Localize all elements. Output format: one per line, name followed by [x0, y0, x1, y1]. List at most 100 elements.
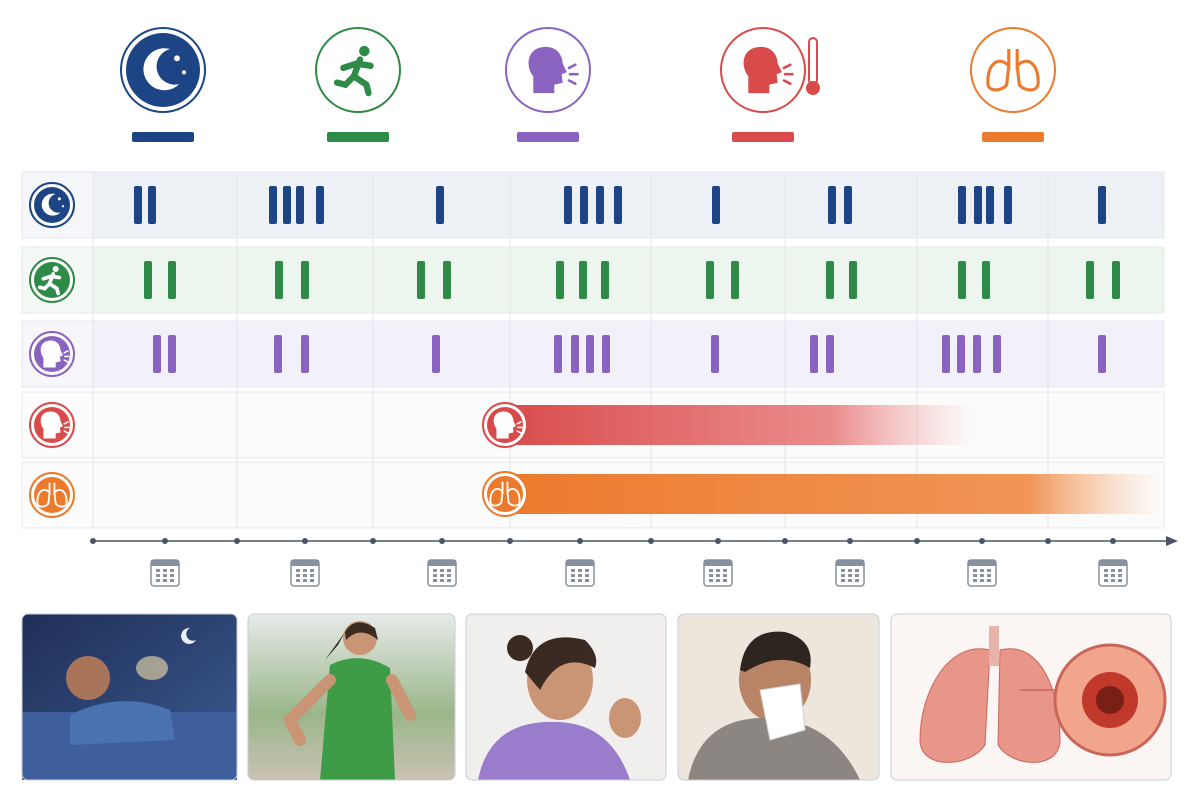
calendar-top	[291, 560, 319, 566]
trachea	[989, 626, 999, 666]
calendar-day	[170, 574, 174, 577]
event-tick	[711, 335, 719, 373]
calendar-day	[571, 574, 575, 577]
calendar-day	[433, 579, 437, 582]
runner-shirt	[320, 658, 395, 780]
axis-dot	[162, 538, 168, 544]
calendar-top	[566, 560, 594, 566]
calendar-day	[156, 579, 160, 582]
calendar-day	[716, 579, 720, 582]
icon-glyph	[40, 411, 70, 439]
event-tick	[554, 335, 562, 373]
calendar-day	[709, 574, 713, 577]
runner-arms	[282, 674, 416, 746]
calendar-top	[968, 560, 996, 566]
calendar-top	[151, 560, 179, 566]
calendar-day	[848, 579, 852, 582]
star	[174, 55, 180, 62]
calendar-day	[716, 569, 720, 572]
star	[181, 70, 187, 75]
calendar-day	[585, 569, 589, 572]
legend-bar	[982, 132, 1044, 142]
blanket	[688, 717, 860, 780]
calendar-top	[1099, 560, 1127, 566]
head	[40, 411, 63, 439]
breath	[782, 63, 794, 85]
axis-dot	[577, 538, 583, 544]
breath	[63, 350, 70, 363]
calendar-day	[709, 569, 713, 572]
event-tick	[993, 335, 1001, 373]
icon-glyph	[36, 482, 68, 508]
axis-dot	[507, 538, 513, 544]
tissue	[759, 683, 806, 741]
calendar-day	[723, 579, 727, 582]
calendar-day	[1118, 569, 1122, 572]
calendar-day	[848, 574, 852, 577]
photo-frame	[890, 613, 1172, 781]
thermometer	[808, 37, 818, 85]
calendar-day	[163, 574, 167, 577]
axis-dot	[648, 538, 654, 544]
event-tick	[712, 186, 720, 224]
runner-head	[359, 45, 370, 57]
icon-glyph	[40, 340, 70, 368]
event-tick	[810, 335, 818, 373]
event-tick	[283, 186, 291, 224]
axis-dot	[234, 538, 240, 544]
axis-dot	[439, 538, 445, 544]
event-tick	[828, 186, 836, 224]
head	[528, 46, 567, 94]
calendar-day	[1111, 574, 1115, 577]
axis-dot	[782, 538, 788, 544]
calendar-day	[163, 579, 167, 582]
photo-frame	[465, 613, 667, 781]
calendar-top	[836, 560, 864, 566]
calendar-day	[440, 569, 444, 572]
lungs	[36, 482, 68, 508]
event-tick	[586, 335, 594, 373]
icon-glyph	[528, 46, 579, 94]
event-tick	[602, 335, 610, 373]
event-tick	[436, 186, 444, 224]
icon-glyph	[489, 481, 521, 507]
calendar-day	[571, 579, 575, 582]
event-tick	[958, 261, 966, 299]
event-tick	[275, 261, 283, 299]
runner-hair	[325, 622, 378, 660]
calendar-day	[440, 579, 444, 582]
axis-dot	[1110, 538, 1116, 544]
axis-dot	[979, 538, 985, 544]
calendar-day	[571, 569, 575, 572]
event-tick	[580, 186, 588, 224]
event-tick	[144, 261, 152, 299]
calendar-day	[447, 569, 451, 572]
calendar-day	[170, 579, 174, 582]
event-tick	[134, 186, 142, 224]
row-band	[21, 171, 1165, 239]
layout	[21, 27, 1178, 781]
moon	[143, 48, 180, 91]
icon-glyph	[143, 48, 187, 91]
axis-dot	[90, 538, 96, 544]
calendar-day	[1111, 569, 1115, 572]
axis-dot	[302, 538, 308, 544]
event-tick	[296, 186, 304, 224]
event-tick	[1098, 186, 1106, 224]
event-tick	[958, 186, 966, 224]
axis-dot	[914, 538, 920, 544]
calendar-day	[447, 574, 451, 577]
star	[61, 205, 65, 208]
calendar-day	[578, 579, 582, 582]
calendar-day	[987, 574, 991, 577]
calendar-day	[585, 579, 589, 582]
breath	[567, 63, 579, 85]
event-tick	[301, 335, 309, 373]
calendar-day	[987, 569, 991, 572]
calendar-day	[980, 579, 984, 582]
icon-glyph	[333, 45, 374, 97]
event-tick	[596, 186, 604, 224]
airway-inner	[1096, 686, 1124, 714]
calendar-day	[310, 574, 314, 577]
